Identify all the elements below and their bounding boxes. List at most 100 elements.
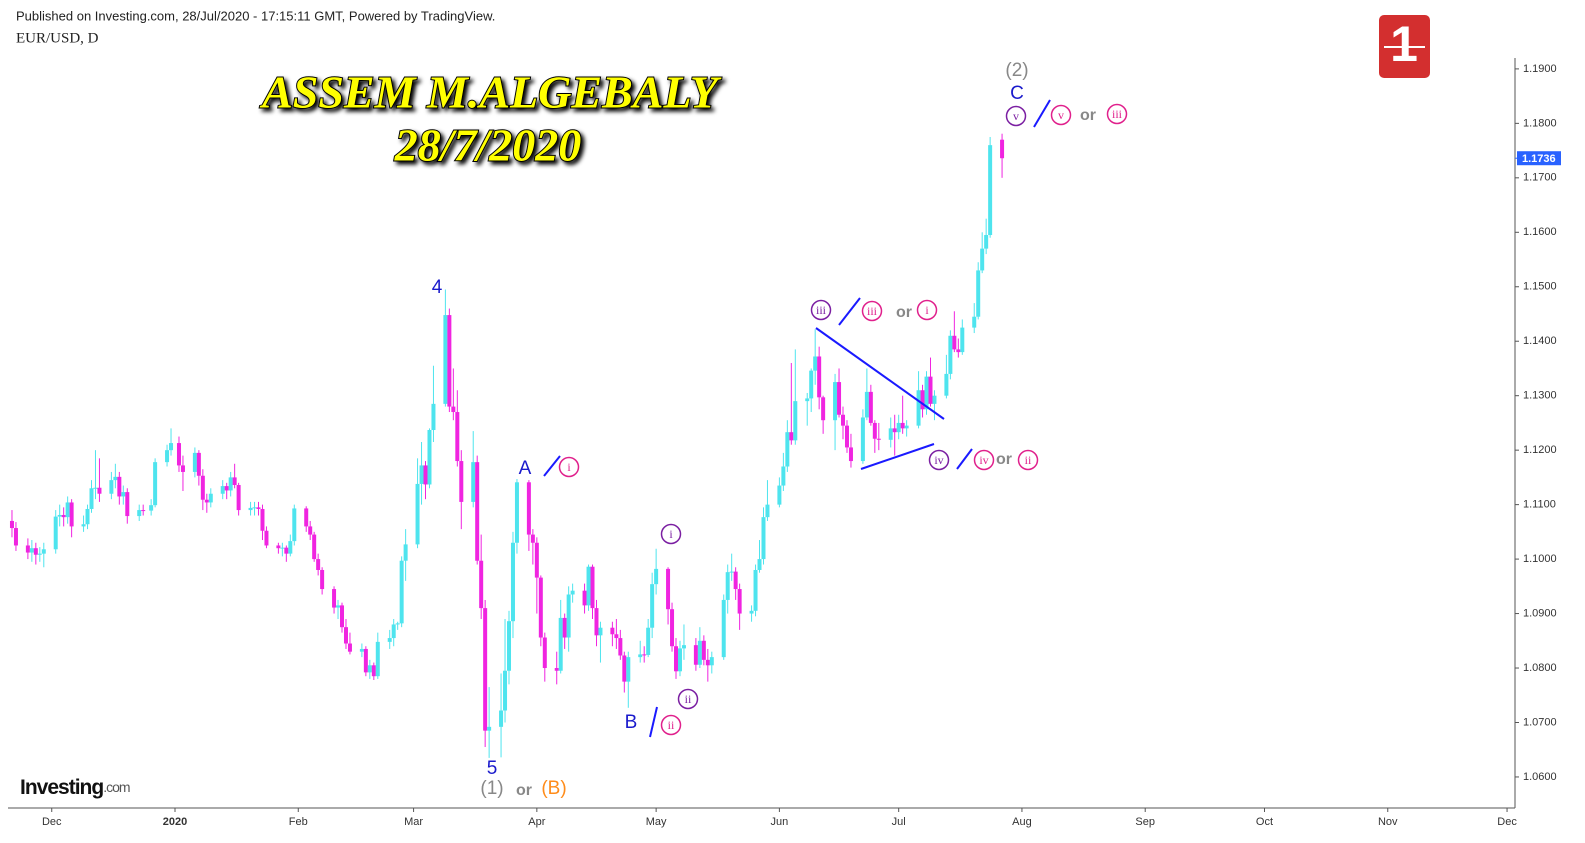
candle-body bbox=[121, 492, 126, 497]
y-tick-label: 1.1300 bbox=[1523, 390, 1557, 402]
candle-body bbox=[149, 505, 154, 511]
candle-body bbox=[403, 544, 408, 561]
candle-body bbox=[781, 466, 786, 486]
candle-body bbox=[487, 726, 492, 731]
candle-body bbox=[507, 621, 512, 671]
y-tick-label: 1.0600 bbox=[1523, 771, 1557, 783]
wave-circle bbox=[660, 714, 682, 736]
candle-body bbox=[833, 382, 838, 421]
candle-body bbox=[340, 605, 345, 628]
candle-body bbox=[399, 560, 404, 624]
wave-label: iv bbox=[934, 453, 943, 467]
candle-body bbox=[749, 610, 754, 614]
x-tick-label: Jun bbox=[771, 816, 789, 828]
candle-body bbox=[363, 648, 368, 673]
symbol: EUR/USD, D bbox=[16, 30, 99, 46]
candle-body bbox=[622, 655, 627, 682]
candle-body bbox=[312, 534, 317, 560]
candle-body bbox=[809, 370, 814, 399]
candle-body bbox=[69, 502, 74, 527]
candle-body bbox=[81, 524, 86, 527]
candle-body bbox=[948, 335, 953, 374]
candle-body bbox=[789, 432, 794, 441]
candle-body bbox=[666, 568, 671, 610]
wave-circle bbox=[810, 299, 832, 321]
candle-body bbox=[618, 638, 623, 656]
candle-body bbox=[650, 584, 655, 628]
candle-body bbox=[976, 270, 981, 317]
candle-body bbox=[594, 608, 599, 636]
candle-body bbox=[757, 559, 762, 570]
candle-body bbox=[180, 465, 185, 472]
candle-body bbox=[125, 492, 130, 517]
candle-body bbox=[526, 482, 531, 535]
candle-body bbox=[451, 406, 456, 413]
x-tick-label: 2020 bbox=[163, 816, 187, 828]
candle-body bbox=[614, 634, 619, 639]
candle-body bbox=[562, 617, 567, 638]
wave-label: 4 bbox=[432, 277, 443, 298]
candle-body bbox=[479, 560, 484, 609]
candle-body bbox=[956, 349, 961, 353]
x-tick-label: Feb bbox=[289, 816, 308, 828]
wave-label: or bbox=[516, 782, 532, 799]
x-tick-label: Aug bbox=[1012, 816, 1032, 828]
candle-body bbox=[761, 517, 766, 560]
candle-body bbox=[220, 486, 225, 494]
candle-body bbox=[256, 507, 261, 509]
badge: 1 bbox=[1379, 15, 1430, 78]
candle-body bbox=[900, 422, 905, 429]
candle-body bbox=[626, 657, 631, 682]
wave-circle bbox=[1106, 103, 1128, 125]
candle-body bbox=[586, 566, 591, 606]
candle-body bbox=[542, 637, 547, 669]
candle-body bbox=[284, 547, 289, 554]
candle-body bbox=[868, 391, 873, 423]
x-tick-label: May bbox=[646, 816, 667, 828]
x-tick-label: Nov bbox=[1378, 816, 1398, 828]
candle-body bbox=[395, 623, 400, 625]
logo-suffix: .com bbox=[103, 779, 130, 795]
wave-label: C bbox=[1010, 83, 1024, 104]
candle-body bbox=[654, 568, 659, 585]
candle-body bbox=[375, 641, 380, 677]
candle-body bbox=[844, 425, 849, 448]
candle-body bbox=[165, 450, 170, 463]
candle-body bbox=[280, 547, 285, 549]
published-note: Published on Investing.com, 28/Jul/2020 … bbox=[16, 8, 495, 23]
candle-body bbox=[419, 465, 424, 484]
candle-body bbox=[359, 648, 364, 652]
y-tick-label: 1.1100 bbox=[1523, 499, 1556, 511]
candle-body bbox=[821, 397, 826, 421]
x-tick-label: Dec bbox=[1497, 816, 1517, 828]
candle-body bbox=[85, 508, 90, 525]
candle-body bbox=[113, 476, 118, 481]
candle-body bbox=[25, 545, 30, 553]
candle-body bbox=[980, 248, 985, 271]
candle-body bbox=[316, 559, 321, 570]
candle-body bbox=[347, 643, 352, 652]
x-tick-label: Sep bbox=[1135, 816, 1155, 828]
last-price-box bbox=[1517, 151, 1561, 166]
x-tick-label: Dec bbox=[42, 816, 62, 828]
candle-body bbox=[570, 590, 575, 595]
candle-body bbox=[483, 608, 488, 731]
wave-label: iii bbox=[867, 304, 878, 318]
wave-label: (B) bbox=[541, 778, 566, 799]
candle-body bbox=[670, 609, 675, 647]
candle-body bbox=[805, 398, 810, 402]
candle-body bbox=[924, 376, 929, 410]
candle-body bbox=[232, 477, 237, 486]
wave-circle bbox=[1017, 449, 1039, 471]
candle-body bbox=[367, 665, 372, 673]
candle-body bbox=[343, 627, 348, 644]
wave-label: v bbox=[1013, 109, 1019, 123]
candle-body bbox=[558, 617, 563, 671]
candle-body bbox=[443, 315, 448, 404]
wave-circle bbox=[916, 299, 938, 321]
candle-body bbox=[944, 373, 949, 396]
candle-body bbox=[248, 507, 253, 511]
y-tick-label: 1.1900 bbox=[1523, 63, 1557, 75]
wave-label: i bbox=[925, 303, 929, 317]
